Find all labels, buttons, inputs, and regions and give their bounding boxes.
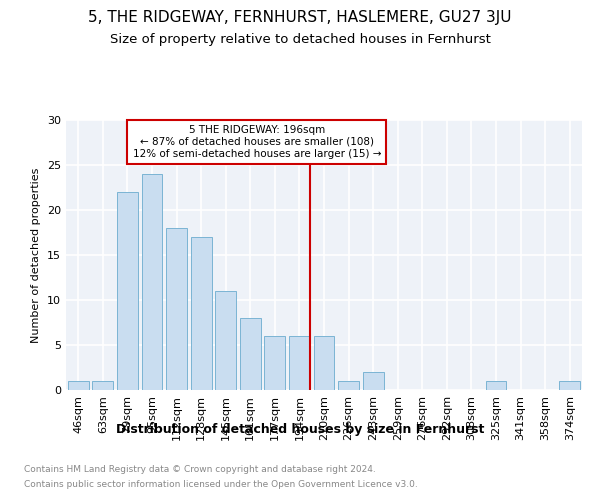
Y-axis label: Number of detached properties: Number of detached properties bbox=[31, 168, 41, 342]
Bar bbox=[559, 381, 580, 390]
Text: 5 THE RIDGEWAY: 196sqm
← 87% of detached houses are smaller (108)
12% of semi-de: 5 THE RIDGEWAY: 196sqm ← 87% of detached… bbox=[133, 126, 381, 158]
Bar bbox=[338, 381, 359, 390]
Text: Contains public sector information licensed under the Open Government Licence v3: Contains public sector information licen… bbox=[24, 480, 418, 489]
Bar bbox=[265, 336, 286, 390]
Bar bbox=[92, 381, 113, 390]
Bar bbox=[191, 237, 212, 390]
Bar bbox=[117, 192, 138, 390]
Text: Size of property relative to detached houses in Fernhurst: Size of property relative to detached ho… bbox=[110, 32, 490, 46]
Bar bbox=[485, 381, 506, 390]
Bar bbox=[68, 381, 89, 390]
Text: Distribution of detached houses by size in Fernhurst: Distribution of detached houses by size … bbox=[116, 422, 484, 436]
Bar bbox=[142, 174, 163, 390]
Bar bbox=[314, 336, 334, 390]
Bar bbox=[166, 228, 187, 390]
Bar bbox=[289, 336, 310, 390]
Text: 5, THE RIDGEWAY, FERNHURST, HASLEMERE, GU27 3JU: 5, THE RIDGEWAY, FERNHURST, HASLEMERE, G… bbox=[88, 10, 512, 25]
Text: Contains HM Land Registry data © Crown copyright and database right 2024.: Contains HM Land Registry data © Crown c… bbox=[24, 465, 376, 474]
Bar bbox=[362, 372, 383, 390]
Bar bbox=[240, 318, 261, 390]
Bar bbox=[215, 291, 236, 390]
